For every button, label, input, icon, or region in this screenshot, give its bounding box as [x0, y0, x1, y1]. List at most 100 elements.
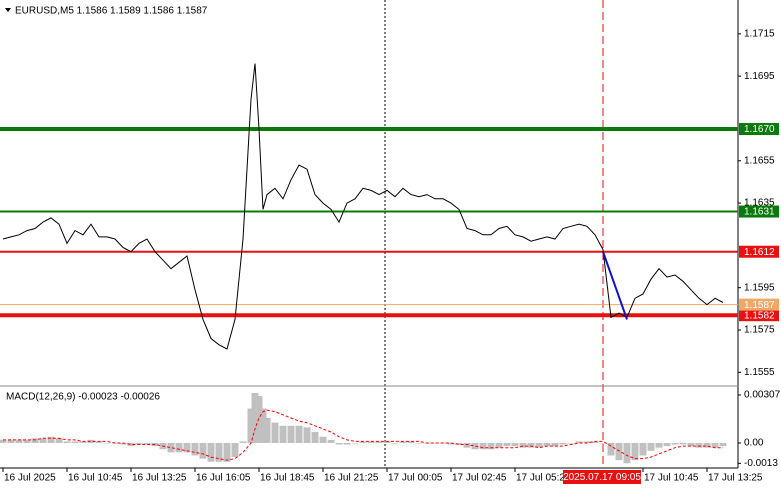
histogram-bar [631, 442, 639, 461]
histogram-bar [703, 442, 711, 448]
histogram-bar [335, 442, 343, 445]
histogram-bar [319, 436, 327, 443]
histogram-bar [463, 442, 471, 448]
histogram-bar [519, 442, 527, 448]
histogram-bar [231, 442, 239, 458]
histogram-bar [103, 442, 111, 444]
cursor-label: 2025.07.17 09:05 [563, 472, 641, 483]
level-label: 1.1612 [744, 247, 775, 258]
histogram-bar [255, 396, 263, 443]
histogram-bar [583, 441, 591, 443]
histogram-bar [55, 438, 63, 443]
histogram-bar [375, 441, 383, 443]
histogram-bar [511, 442, 519, 447]
histogram-bar [479, 442, 487, 450]
level-label: 1.1670 [744, 124, 775, 135]
histogram-bar [311, 432, 319, 443]
macd-title: MACD(12,26,9) -0.00023 -0.00026 [6, 392, 160, 403]
x-tick-label: 17 Jul 10:45 [644, 473, 699, 484]
histogram-bar [247, 408, 255, 443]
y-tick-label: 1.1575 [744, 325, 775, 336]
histogram-bar [71, 441, 79, 443]
histogram-bar [495, 442, 503, 448]
y-tick-label: 1.1595 [744, 282, 775, 293]
level-label-box [739, 298, 779, 311]
y-tick-label: 0.00307 [744, 390, 781, 401]
level-label-box [739, 245, 779, 258]
chart-title: EURUSD,M5 1.1586 1.1589 1.1586 1.1587 [15, 6, 208, 17]
y-tick-label: 1.1635 [744, 198, 775, 209]
histogram-bar [287, 425, 295, 443]
histogram-bar [503, 442, 511, 447]
x-tick-label: 16 Jul 2025 [4, 473, 56, 484]
histogram-bar [391, 442, 399, 444]
histogram-bar [431, 442, 439, 444]
histogram-bar [711, 442, 719, 448]
histogram-bar [527, 442, 535, 448]
histogram-bar [63, 441, 71, 443]
menu-triangle [5, 8, 11, 12]
histogram-bar [31, 438, 39, 443]
histogram-bar [263, 417, 271, 443]
histogram-bar [719, 442, 727, 447]
y-tick-label: -0.0013 [744, 458, 778, 469]
histogram-bar [343, 442, 351, 445]
x-tick-label: 16 Jul 18:45 [260, 473, 315, 484]
histogram-bar [407, 441, 415, 443]
x-tick-label: 17 Jul 13:25 [708, 473, 763, 484]
histogram-bar [215, 442, 223, 462]
x-tick-label: 16 Jul 16:05 [196, 473, 251, 484]
histogram-bar [455, 442, 463, 445]
level-label: 1.1631 [744, 207, 775, 218]
histogram-bar [679, 442, 687, 445]
histogram-bar [207, 442, 215, 462]
histogram-bar [239, 441, 247, 443]
histogram-bar [415, 442, 423, 444]
histogram-bar [551, 442, 559, 447]
signal-line [3, 409, 723, 461]
histogram-bar [615, 442, 623, 461]
level-label-box [739, 205, 779, 218]
price-line [2, 63, 724, 350]
histogram-bar [143, 442, 151, 445]
histogram-bar [79, 441, 87, 443]
histogram-bar [535, 442, 543, 448]
histogram-bar [655, 442, 663, 448]
histogram-bar [135, 442, 143, 445]
cursor-label-box [563, 470, 641, 484]
histogram-bar [695, 442, 703, 448]
histogram-bar [223, 442, 231, 462]
histogram-bar [303, 427, 311, 443]
histogram-bar [575, 441, 583, 443]
histogram-bar [119, 442, 127, 445]
y-tick-label: 0.00 [744, 438, 764, 449]
histogram-bar [23, 439, 31, 443]
histogram-bar [591, 441, 599, 443]
histogram-bar [671, 442, 679, 445]
histogram-bar [607, 442, 615, 456]
histogram-bar [295, 425, 303, 443]
level-label-box [739, 123, 779, 136]
histogram-bar [47, 436, 55, 443]
histogram-bar [647, 442, 655, 451]
histogram-bar [95, 441, 103, 443]
histogram-bar [399, 441, 407, 443]
histogram-bar [663, 442, 671, 447]
trend-line [602, 251, 628, 320]
histogram-bar [87, 439, 95, 443]
histogram-bar [447, 442, 455, 445]
x-tick-label: 16 Jul 10:45 [68, 473, 123, 484]
histogram-bar [543, 442, 551, 447]
histogram-bar [251, 392, 259, 443]
histogram-bar [39, 438, 47, 443]
histogram-bar [359, 441, 367, 443]
histogram-bar [471, 442, 479, 450]
histogram-bar [599, 442, 607, 444]
histogram-bar [175, 442, 183, 453]
y-tick-label: 1.1655 [744, 155, 775, 166]
x-tick-label: 17 Jul 00:05 [388, 473, 443, 484]
histogram-bar [559, 442, 567, 445]
x-tick-label: 17 Jul 05:25 [516, 473, 571, 484]
